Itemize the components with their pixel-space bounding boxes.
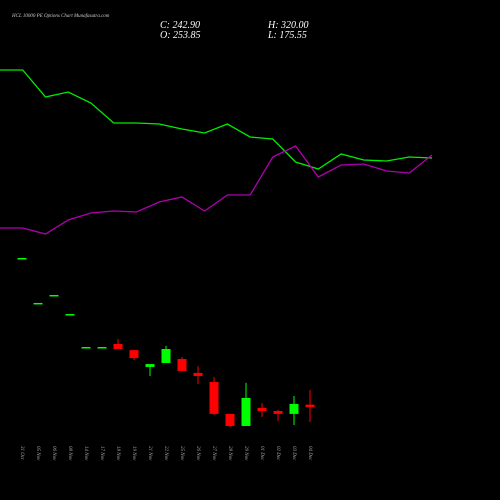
x-tick-label: 17 Nov [99,446,104,461]
candle-body [129,350,139,359]
x-tick-label: 02 Dec [275,446,280,461]
x-tick-label: 27 Nov [211,446,216,461]
candle-body [49,294,59,297]
x-tick-label: 22 Nov [163,446,168,461]
candle-body [81,347,91,349]
indicator-line [0,145,433,235]
candle-body [145,364,155,367]
open-label: O: 253.85 [160,30,201,41]
x-tick-label: 01 Dec [259,446,264,461]
high-label: H: 320.00 [267,20,309,31]
low-label: L: 175.55 [267,30,307,41]
x-tick-label: 03 Dec [291,446,296,461]
x-tick-label: 29 Nov [243,446,248,461]
candle-body [17,258,27,260]
candle-body [209,382,219,414]
x-tick-label: 04 Dec [307,446,312,461]
x-tick-label: 25 Nov [179,446,184,461]
candle-body [97,347,107,349]
x-tick-label: 18 Nov [115,446,120,461]
indicator-line [0,69,433,170]
x-tick-label: 05 Nov [35,446,40,461]
candle-body [65,314,75,316]
chart-title: HCL 10000 PE Options Chart Munafasutra.c… [11,14,110,19]
x-tick-label: 31 Oct [19,446,24,460]
x-tick-label: 14 Nov [83,446,88,461]
x-tick-label: 28 Nov [227,446,232,461]
candle-body [225,413,235,426]
candle-body [193,372,203,377]
candle-body [289,403,299,414]
x-tick-label: 26 Nov [195,446,200,461]
candle-body [161,349,171,363]
candle-body [177,358,187,371]
candle-body [33,302,43,305]
x-tick-label: 08 Nov [67,446,72,461]
candle-body [305,404,315,408]
x-tick-label: 21 Nov [147,446,152,461]
candle-body [113,343,123,350]
x-tick-label: 06 Nov [51,446,56,461]
x-tick-label: 19 Nov [131,446,136,461]
close-label: C: 242.90 [160,20,200,31]
candle-body [273,411,283,414]
candle-body [241,397,251,426]
candle-body [257,407,267,412]
